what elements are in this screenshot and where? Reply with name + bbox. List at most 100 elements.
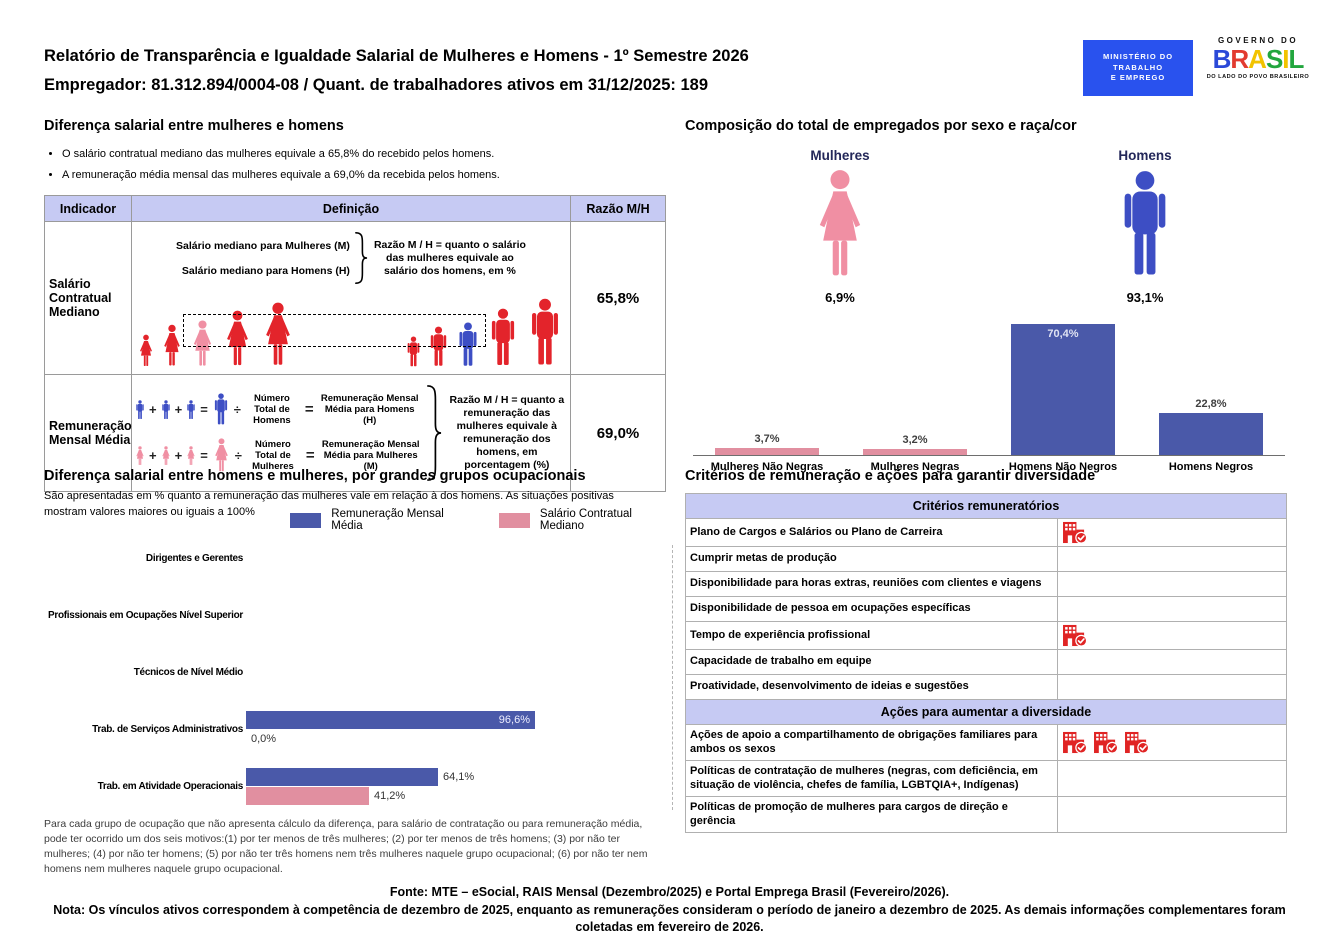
man-figure-icon bbox=[160, 400, 172, 420]
table-row: Políticas de contratação de mulheres (ne… bbox=[686, 761, 1286, 797]
building-check-icon bbox=[1062, 731, 1088, 754]
bar-value-label: 64,1% bbox=[443, 771, 475, 783]
criterion-label: Proatividade, desenvolvimento de ideias … bbox=[686, 675, 1058, 699]
employer-line: Empregador: 81.312.894/0004-08 / Quant. … bbox=[44, 76, 709, 94]
table-row: Políticas de promoção de mulheres para c… bbox=[686, 797, 1286, 833]
pay-gap-bullets: O salário contratual mediano das mulhere… bbox=[62, 144, 665, 186]
bar bbox=[715, 448, 819, 455]
occupation-label: Dirigentes e Gerentes bbox=[145, 553, 243, 564]
men-formula-row: + + = ÷ Número Total de Homens = Remuner… bbox=[134, 393, 422, 426]
table-row: Salário Contratual Mediano Salário media… bbox=[44, 221, 666, 375]
criteria-section-header: Critérios remuneratórios bbox=[686, 494, 1286, 519]
equals-sign: = bbox=[305, 447, 315, 464]
mte-logo: MINISTÉRIO DO TRABALHO E EMPREGO bbox=[1083, 40, 1193, 96]
brasil-wordmark: BRASIL bbox=[1212, 44, 1305, 74]
pay-gap-section: Diferença salarial entre mulheres e home… bbox=[44, 118, 666, 492]
gov-logo-bottom-text: DO LADO DO POVO BRASILEIRO bbox=[1206, 74, 1310, 80]
criterion-marks-cell bbox=[1058, 547, 1286, 571]
criterion-marks-cell bbox=[1058, 650, 1286, 674]
criterion-marks-cell bbox=[1058, 519, 1286, 546]
result-label: Remuneração Mensal Média para Homens (H) bbox=[320, 393, 419, 426]
man-figure-icon bbox=[185, 400, 197, 420]
page-title: Relatório de Transparência e Igualdade S… bbox=[44, 47, 749, 65]
gov-logo-top-text: GOVERNO DO bbox=[1217, 36, 1299, 45]
criterion-label: Políticas de promoção de mulheres para c… bbox=[686, 797, 1058, 832]
criterion-label: Disponibilidade para horas extras, reuni… bbox=[686, 572, 1058, 596]
building-check-icon bbox=[1062, 624, 1088, 647]
nota-line: Nota: Os vínculos ativos correspondem à … bbox=[53, 902, 1286, 935]
women-composition-group: Mulheres 6,9% bbox=[775, 148, 905, 305]
occupational-section: Diferença salarial entre homens e mulher… bbox=[44, 468, 672, 875]
woman-figure-icon bbox=[185, 446, 197, 466]
table-header-row: Indicador Definição Razão M/H bbox=[44, 195, 666, 222]
occupational-footnote: Para cada grupo de ocupação que não apre… bbox=[44, 818, 648, 875]
governo-brasil-logo: GOVERNO DO BRASIL DO LADO DO POVO BRASIL… bbox=[1202, 36, 1314, 80]
men-label: Homens bbox=[1118, 148, 1172, 163]
legend-label: Salário Contratual Mediano bbox=[539, 508, 632, 532]
indicator-name: Remuneração Mensal Média bbox=[44, 374, 132, 492]
man-figure-icon bbox=[211, 393, 231, 426]
table-row: Ações de apoio a compartilhamento de obr… bbox=[686, 725, 1286, 761]
composition-bar-chart: 3,7% 3,2% 70,4% 22,8% bbox=[693, 315, 1285, 455]
fonte-line: Fonte: MTE – eSocial, RAIS Mensal (Dezem… bbox=[389, 885, 950, 899]
mte-logo-line: TRABALHO bbox=[1112, 62, 1164, 72]
plus-sign: + bbox=[149, 402, 157, 417]
table-row: Plano de Cargos e Salários ou Plano de C… bbox=[686, 519, 1286, 547]
col-header-definicao: Definição bbox=[131, 195, 571, 222]
occupation-label: Profissionais em Ocupações Nível Superio… bbox=[48, 610, 243, 621]
occupation-row: Trab. em Atividade Operacionais 64,1% 41,2… bbox=[44, 758, 672, 815]
divisor-label: Número Total de Mulheres bbox=[252, 439, 294, 472]
occupation-label: Trab. em Atividade Operacionais bbox=[97, 781, 244, 792]
bar-value-label: 96,6% bbox=[498, 714, 530, 726]
bar bbox=[246, 787, 369, 805]
composition-category-axis: Mulheres Não Negras Mulheres Negras Homens… bbox=[693, 455, 1285, 473]
man-figure-icon bbox=[1112, 169, 1178, 281]
bar-value-label: 70,4% bbox=[1047, 328, 1079, 340]
criteria-title: Critérios de remuneração e ações para ga… bbox=[685, 468, 1096, 484]
median-women-line: Salário mediano para Mulheres (M) bbox=[176, 239, 350, 252]
bar-column: 22,8% bbox=[1137, 398, 1285, 455]
legend-swatch-blue bbox=[290, 512, 322, 528]
median-people-illustration bbox=[136, 290, 566, 370]
result-label: Remuneração Mensal Média para Mulheres (… bbox=[321, 439, 420, 472]
category-label: Homens Negros bbox=[1168, 461, 1254, 473]
occupation-label: Técnicos de Nível Médio bbox=[133, 667, 244, 678]
criterion-label: Plano de Cargos e Salários ou Plano de C… bbox=[686, 519, 1058, 546]
building-check-icon bbox=[1093, 731, 1119, 754]
bar: 70,4% bbox=[1011, 324, 1115, 455]
category-label: Homens Não Negros bbox=[1008, 461, 1118, 473]
men-composition-group: Homens 93,1% bbox=[1080, 148, 1210, 305]
table-row: Cumprir metas de produção bbox=[686, 547, 1286, 572]
criterion-marks-cell bbox=[1058, 761, 1286, 796]
composition-section: Composição do total de empregados por se… bbox=[685, 118, 1292, 473]
chart-legend: Remuneração Mensal Média Salário Contrat… bbox=[290, 508, 672, 532]
composition-title: Composição do total de empregados por se… bbox=[685, 118, 1077, 134]
criterion-marks-cell bbox=[1058, 725, 1286, 760]
woman-figure-icon bbox=[159, 324, 185, 368]
occupational-bar-chart: Dirigentes e Gerentes Profissionais em Oc… bbox=[44, 530, 672, 815]
divide-sign: ÷ bbox=[233, 402, 241, 417]
table-row: Disponibilidade para horas extras, reuni… bbox=[686, 572, 1286, 597]
man-figure-icon bbox=[524, 298, 566, 368]
occupation-row: Trab. de Serviços Administrativos 96,6% 0,… bbox=[44, 701, 672, 758]
criterion-label: Tempo de experiência profissional bbox=[686, 622, 1058, 649]
definition-cell: + + = ÷ Número Total de Homens = Remuner… bbox=[131, 374, 571, 492]
table-row: Tempo de experiência profissional bbox=[686, 622, 1286, 650]
table-row: Capacidade de trabalho em equipe bbox=[686, 650, 1286, 675]
definition-cell: Salário mediano para Mulheres (M) Salári… bbox=[131, 221, 571, 375]
man-figure-icon bbox=[134, 400, 146, 420]
criterion-label: Políticas de contratação de mulheres (ne… bbox=[686, 761, 1058, 796]
criterion-label: Disponibilidade de pessoa em ocupações e… bbox=[686, 597, 1058, 621]
bullet-item: O salário contratual mediano das mulhere… bbox=[62, 144, 665, 165]
bar: 96,6% bbox=[246, 711, 535, 729]
women-label: Mulheres bbox=[810, 148, 870, 163]
report-footer: Fonte: MTE – eSocial, RAIS Mensal (Dezem… bbox=[0, 884, 1339, 937]
pay-gap-title: Diferença salarial entre mulheres e home… bbox=[44, 118, 344, 134]
criteria-section-header: Ações para aumentar a diversidade bbox=[686, 700, 1286, 725]
bar-value-label: 0,0% bbox=[251, 733, 277, 745]
building-check-icon bbox=[1062, 521, 1088, 544]
plus-sign: + bbox=[149, 448, 157, 463]
table-row: Proatividade, desenvolvimento de ideias … bbox=[686, 675, 1286, 700]
criterion-marks-cell bbox=[1058, 797, 1286, 832]
criterion-label: Cumprir metas de produção bbox=[686, 547, 1058, 571]
